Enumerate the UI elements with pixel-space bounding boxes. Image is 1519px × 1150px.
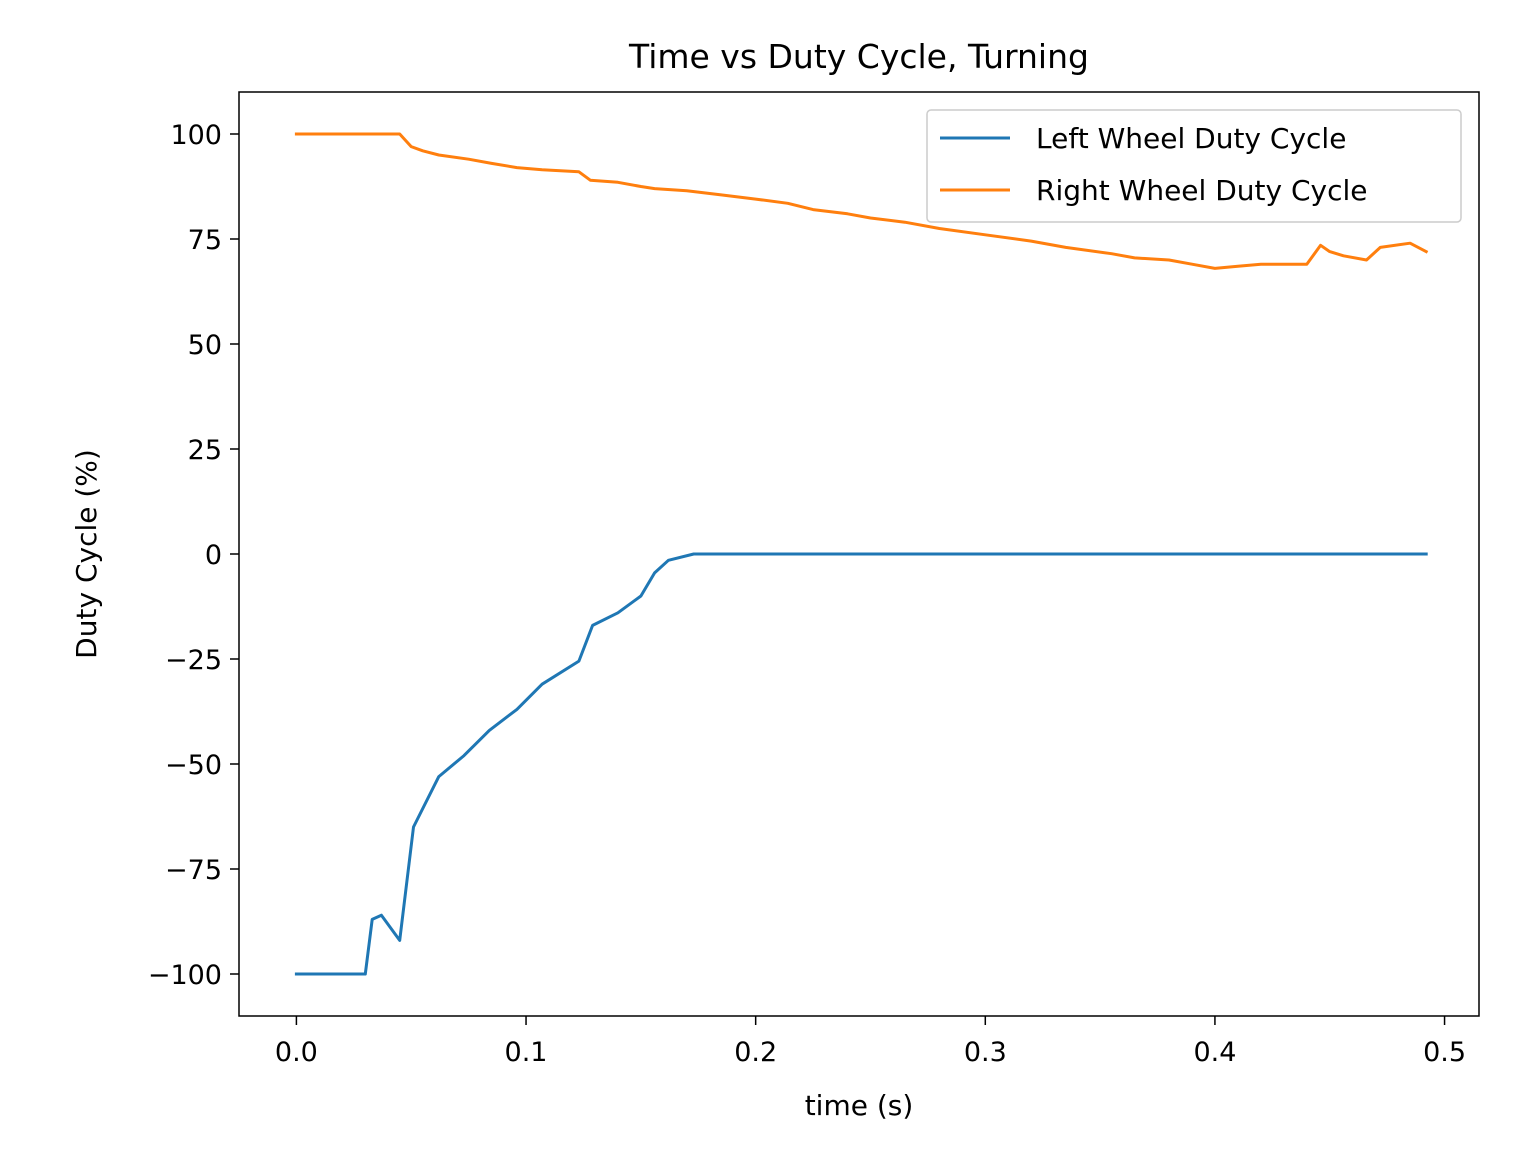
y-axis-label: Duty Cycle (%) (70, 449, 103, 659)
y-tick-label: −100 (148, 960, 222, 991)
y-tick-label: 50 (188, 330, 222, 361)
y-axis-ticks: 100 75 50 25 0 −25 −50 −75 −100 (148, 120, 239, 991)
y-tick-label: 75 (188, 225, 222, 256)
plot-series (294, 132, 1429, 976)
legend: Left Wheel Duty Cycle Right Wheel Duty C… (926, 109, 1462, 223)
x-axis-label: time (s) (805, 1089, 914, 1122)
y-tick-label: −75 (165, 855, 222, 886)
x-axis-ticks: 0.0 0.1 0.2 0.3 0.4 0.5 (275, 1016, 1466, 1068)
chart-title: Time vs Duty Cycle, Turning (628, 37, 1089, 76)
y-tick-label: 25 (188, 435, 222, 466)
x-tick-label: 0.2 (734, 1037, 777, 1068)
x-tick-label: 0.1 (505, 1037, 548, 1068)
legend-label-right-wheel: Right Wheel Duty Cycle (1036, 174, 1367, 207)
x-tick-label: 0.5 (1423, 1037, 1466, 1068)
y-tick-label: −25 (165, 645, 222, 676)
y-tick-label: 100 (170, 120, 222, 151)
series-line-right-wheel-duty-cycle (294, 132, 1429, 270)
x-tick-label: 0.3 (964, 1037, 1007, 1068)
x-tick-label: 0.4 (1193, 1037, 1236, 1068)
series-line-left-wheel-duty-cycle (294, 552, 1428, 976)
y-tick-label: −50 (165, 750, 222, 781)
y-tick-label: 0 (205, 540, 222, 571)
x-tick-label: 0.0 (275, 1037, 318, 1068)
legend-label-left-wheel: Left Wheel Duty Cycle (1036, 122, 1346, 155)
legend-box (926, 109, 1462, 223)
